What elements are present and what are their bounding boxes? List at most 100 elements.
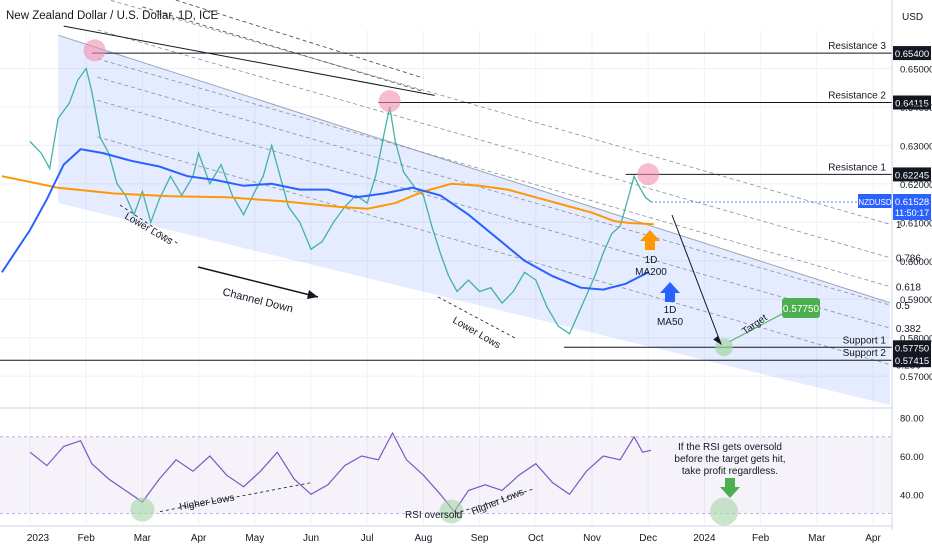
level-name-0: Resistance 3 — [828, 41, 886, 52]
ma200-arrow — [640, 230, 660, 250]
ma50-line — [1, 148, 649, 291]
rsi-low-marker-2 — [439, 499, 464, 524]
price-tick-5: 0.60000 — [900, 257, 932, 268]
level-value-1: 0.64115 — [895, 99, 929, 110]
price-tick-8: 0.57000 — [900, 372, 932, 383]
drop-arrow-line — [671, 214, 722, 345]
rsi-target-marker — [710, 497, 739, 526]
drop-arrow-head — [713, 335, 722, 345]
time-label-6: Jul — [361, 533, 374, 544]
rsi-tick-2: 40.00 — [900, 490, 924, 501]
rsi-tick-0: 80.00 — [900, 414, 924, 425]
ma50-label-0: 1D — [664, 305, 677, 316]
time-label-8: Sep — [471, 533, 489, 544]
price-badge — [893, 194, 931, 220]
level-value-0: 0.65400 — [895, 49, 929, 60]
ma200-label-1: MA200 — [635, 267, 667, 278]
time-label-2: Mar — [134, 533, 152, 544]
fib-line-0 — [108, 0, 890, 225]
fib-line-3 — [97, 76, 890, 306]
rsi-note-2: take profit regardless. — [682, 466, 778, 477]
channel-arrow-line — [197, 266, 319, 298]
time-label-5: Jun — [303, 533, 319, 544]
currency-label: USD — [902, 12, 923, 23]
top-marker-2 — [637, 163, 660, 186]
rsi-note-0: If the RSI gets oversold — [678, 442, 782, 453]
level-lines: Resistance 3 0.65400 Resistance 2 0.64115 Re… — [0, 41, 931, 368]
price-tick-4: 0.61000 — [900, 218, 932, 229]
price-tick-2: 0.63000 — [900, 141, 932, 152]
target-line — [729, 313, 783, 342]
fib-label-2: 0.618 — [896, 283, 921, 294]
level-badge-4 — [893, 353, 931, 368]
channel-top — [57, 34, 891, 304]
target-value: 0.57750 — [783, 304, 820, 315]
fib-label-1: 0.786 — [896, 254, 921, 265]
higher-lows-line-2 — [454, 488, 536, 514]
time-label-4: May — [245, 533, 264, 544]
channel-arrow-head — [307, 290, 318, 299]
level-name-2: Resistance 1 — [828, 162, 886, 173]
price-tick-3: 0.62000 — [900, 180, 932, 191]
fib-label-3: 0.5 — [896, 301, 910, 312]
level-name-4: Support 2 — [843, 348, 887, 359]
time-label-9: Oct — [528, 533, 544, 544]
time-label-7: Aug — [415, 533, 433, 544]
ma50-label-1: MA50 — [657, 317, 684, 328]
time-label-12: 2024 — [693, 533, 716, 544]
fib-line-2 — [97, 58, 890, 287]
level-name-1: Resistance 2 — [828, 91, 886, 102]
fib-line-1 — [97, 29, 890, 259]
top-marker-1 — [378, 90, 401, 113]
rsi-tick-1: 60.00 — [900, 452, 924, 463]
price-tick-7: 0.58000 — [900, 334, 932, 345]
level-value-2: 0.62245 — [895, 170, 929, 181]
ma50-arrow — [660, 282, 680, 302]
time-label-15: Apr — [865, 533, 881, 544]
level-badge-2 — [893, 167, 931, 182]
level-badge-0 — [893, 46, 931, 61]
countdown-text: 11:50:17 — [895, 208, 929, 218]
target-badge — [782, 298, 820, 318]
ma200-label-0: 1D — [645, 255, 658, 266]
fib-line-4 — [97, 99, 890, 329]
level-name-3: Support 1 — [843, 335, 887, 346]
higher-lows-line-1 — [159, 482, 311, 512]
price-line — [29, 66, 652, 335]
time-label-0: 2023 — [27, 533, 50, 544]
fib-label-0: 1 — [896, 220, 902, 231]
symbol-text: NZDUSD — [858, 198, 892, 207]
time-label-11: Dec — [639, 533, 657, 544]
fib-label-4: 0.382 — [896, 324, 921, 335]
level-badge-3 — [893, 340, 931, 355]
chart-title: New Zealand Dollar / U.S. Dollar, 1D, IC… — [6, 10, 219, 22]
price-text: 0.61528 — [895, 197, 929, 208]
outer-dash-1 — [173, 0, 424, 79]
outer-solid — [63, 25, 435, 96]
rsi-low-marker-1 — [130, 497, 155, 522]
price-tick-1: 0.64000 — [900, 103, 932, 114]
rsi-line — [29, 431, 652, 513]
time-label-14: Mar — [808, 533, 826, 544]
level-value-3: 0.57750 — [895, 343, 929, 354]
level-badge-1 — [893, 95, 931, 110]
price-tick-0: 0.65000 — [900, 64, 932, 75]
time-label-13: Feb — [752, 533, 770, 544]
rsi-note-1: before the target gets hit, — [674, 454, 785, 465]
rsi-oversold-label: RSI oversold — [405, 510, 462, 521]
top-marker-0 — [83, 39, 106, 62]
rsi-note-arrow — [720, 478, 740, 498]
price-tick-6: 0.59000 — [900, 295, 932, 306]
level-value-4: 0.57415 — [895, 356, 929, 367]
time-label-1: Feb — [78, 533, 96, 544]
symbol-badge — [858, 194, 892, 208]
markers — [83, 39, 734, 357]
lower-lows-line-1 — [119, 204, 181, 246]
time-label-10: Nov — [583, 533, 601, 544]
lower-lows-line-2 — [437, 296, 516, 339]
time-label-3: Apr — [191, 533, 207, 544]
